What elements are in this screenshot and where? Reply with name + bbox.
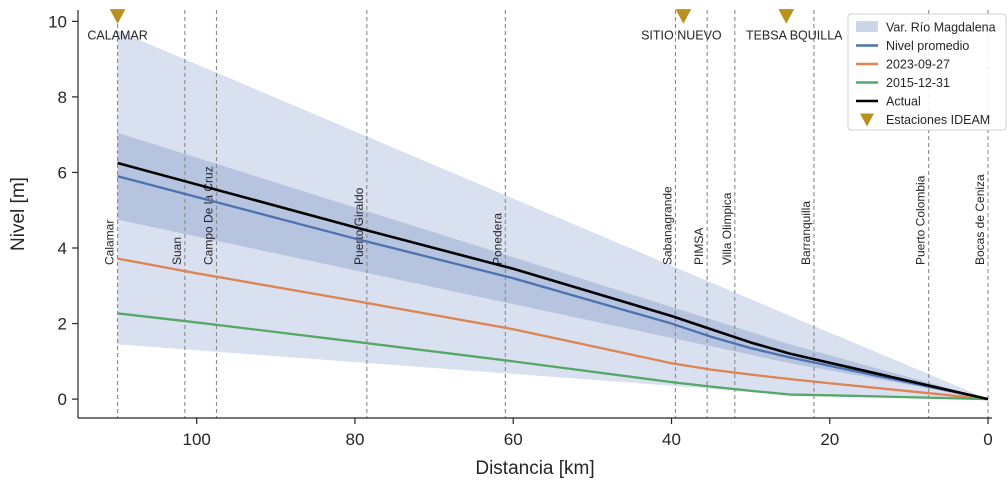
location-label: Campo De la Cruz — [201, 166, 215, 265]
axes-layer: 100 80 60 40 20 0 0 2 4 6 8 10 — [48, 10, 993, 449]
location-label: Villa Olimpica — [720, 192, 734, 265]
series-layer — [117, 161, 989, 401]
bands-layer — [117, 30, 989, 400]
x-tick-label: 60 — [504, 430, 523, 449]
location-label: Barranquilla — [799, 201, 813, 265]
x-tick-label: 40 — [662, 430, 681, 449]
station-marker — [778, 9, 795, 24]
legend-swatch-var-r-o-magdalena — [856, 21, 878, 32]
legend-label: Actual — [886, 95, 921, 109]
location-label: Ponedera — [490, 213, 504, 265]
x-axis-title: Distancia [km] — [475, 458, 594, 479]
legend-swatch-estaciones-ideam — [860, 113, 874, 127]
y-tick-label: 10 — [48, 12, 67, 31]
station-label: CALAMAR — [87, 29, 147, 43]
location-label: Sabanagrande — [660, 186, 674, 265]
legend-box — [847, 13, 1007, 131]
legend-label: Var. Río Magdalena — [886, 21, 996, 35]
location-label: PIMSA — [692, 228, 706, 265]
location-label: Suan — [170, 237, 184, 265]
stations-layer: CALAMAR SITIO NUEVO TEBSA BQUILLA — [87, 9, 843, 43]
legend-label: Nivel promedio — [886, 39, 969, 53]
location-label: Puerto Colombia — [914, 175, 928, 265]
y-tick-label: 8 — [58, 88, 67, 107]
y-tick-label: 0 — [58, 390, 67, 409]
y-tick-label: 4 — [58, 239, 67, 258]
y-axis-title: Nivel [m] — [8, 177, 29, 251]
y-tick-label: 2 — [58, 315, 67, 334]
station-marker — [675, 9, 692, 24]
location-label: Calamar — [103, 220, 117, 265]
variation-band-outer — [117, 30, 989, 400]
station-label: TEBSA BQUILLA — [746, 29, 843, 43]
legend-label: 2023-09-27 — [886, 58, 950, 72]
x-tick-label: 0 — [983, 430, 992, 449]
location-label: Puerto Giraldo — [352, 187, 366, 265]
station-label: SITIO NUEVO — [641, 29, 722, 43]
series-line-2023-09-27 — [117, 257, 989, 401]
legend: Var. Río Magdalena Nivel promedio 2023-09-… — [847, 13, 1007, 131]
series-line-actual — [117, 161, 989, 401]
x-tick-label: 20 — [820, 430, 839, 449]
x-tick-label: 80 — [346, 430, 365, 449]
location-label: Bocas de Ceniza — [973, 174, 987, 265]
legend-label: 2015-12-31 — [886, 76, 950, 90]
station-marker — [109, 9, 126, 24]
legend-label: Estaciones IDEAM — [886, 113, 990, 127]
series-line-2015-12-31 — [117, 312, 989, 401]
location-lines-layer: Calamar Suan Campo De la Cruz Puerto Girald… — [103, 10, 989, 418]
y-tick-label: 6 — [58, 163, 67, 182]
x-tick-label: 100 — [183, 430, 211, 449]
series-line-nivel-promedio — [117, 175, 989, 401]
